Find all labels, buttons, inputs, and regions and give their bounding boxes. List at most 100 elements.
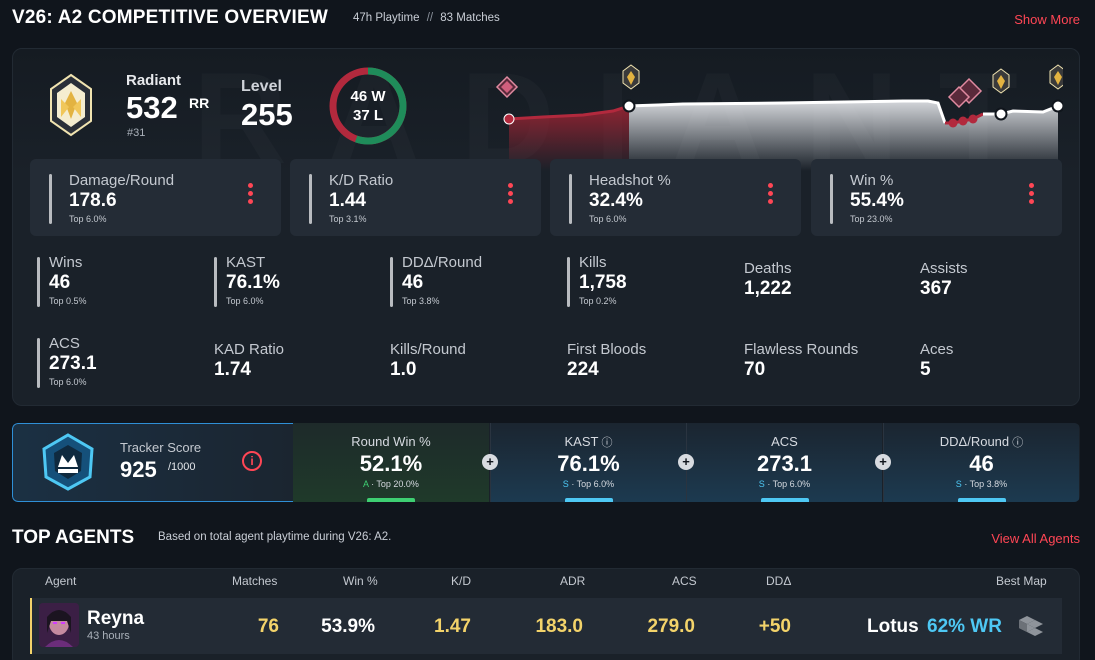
column-header-agent[interactable]: Agent [45, 574, 77, 588]
radiant-rank-marker [992, 68, 1010, 94]
plus-icon[interactable]: + [875, 454, 891, 470]
losses-count: 37 L [352, 107, 383, 124]
stat-card[interactable]: Win % 55.4% Top 23.0% [811, 159, 1062, 236]
plus-icon[interactable]: + [482, 454, 498, 470]
radiant-rank-marker [1049, 64, 1063, 90]
rank-name: Radiant [126, 72, 182, 89]
top-agents-subtitle: Based on total agent playtime during V26… [158, 531, 392, 543]
more-options-icon[interactable] [1029, 183, 1035, 204]
grade-letter: S [562, 479, 569, 489]
menu-dot [248, 183, 253, 188]
agent-avatar [39, 603, 79, 647]
rr-unit: RR [189, 95, 210, 111]
tracker-section-value: 273.1 [756, 451, 813, 476]
menu-dot [768, 191, 773, 196]
column-header-adr[interactable]: ADR [560, 574, 586, 588]
menu-dot [768, 199, 773, 204]
agent-hours: 43 hours [87, 630, 130, 642]
reyna-portrait-icon [39, 603, 79, 647]
stat-value: 367 [920, 278, 952, 299]
grade-letter: A [363, 479, 369, 489]
grade-strip [565, 498, 613, 502]
win-loss-ring [329, 67, 407, 145]
radiant-rank-icon [50, 73, 92, 137]
agent-acs: 279.0 [647, 616, 695, 637]
stat-label: Deaths [744, 260, 792, 277]
grade-separator: · [368, 479, 377, 489]
tracker-score-label: Tracker Score [120, 440, 202, 455]
column-header-matches[interactable]: Matches [232, 574, 278, 588]
column-header-win[interactable]: Win % [343, 574, 378, 588]
tracker-score-max: /1000 [168, 461, 196, 473]
tracker-section-value: 52.1% [359, 451, 423, 476]
column-header-best-map[interactable]: Best Map [996, 574, 1047, 588]
tracker-score-panel: Tracker Score 925 /1000 i Round Win % 52.… [12, 423, 1080, 502]
info-icon[interactable]: ⓘ [598, 437, 613, 449]
stat-label: DDΔ/Round [402, 254, 483, 271]
more-options-icon[interactable] [508, 183, 514, 204]
stat-label: Wins [49, 254, 83, 271]
stat-value: 32.4% [589, 190, 643, 211]
tracker-section-grade: S · Top 6.0% [491, 479, 686, 489]
column-header-kd[interactable]: K/D [451, 574, 472, 588]
tracker-section[interactable]: DDΔ/Round ⓘ 46 S · Top 3.8% [883, 423, 1079, 502]
stat-label: KAST [226, 254, 266, 271]
column-header-dd[interactable]: DDΔ [766, 574, 792, 588]
grade-separator: · [961, 479, 970, 489]
tracker-score-value: 925 [120, 457, 157, 482]
stat-bar [569, 174, 572, 224]
table-row[interactable] [30, 598, 1062, 654]
plus-icon[interactable]: + [678, 454, 694, 470]
tracker-section-grade: A · Top 20.0% [293, 479, 489, 489]
immortal-rank-marker [495, 75, 519, 99]
stat-item: KAD Ratio 1.74 [214, 335, 384, 395]
stat-bar [309, 174, 312, 224]
tracker-section-label: Round Win % [293, 434, 489, 449]
column-header-acs[interactable]: ACS [672, 574, 697, 588]
menu-dot [508, 191, 513, 196]
tracker-score-icon [42, 433, 94, 491]
separator: // [426, 12, 434, 24]
stat-card[interactable]: K/D Ratio 1.44 Top 3.1% [290, 159, 541, 236]
info-icon[interactable]: i [242, 451, 262, 471]
stat-percentile: Top 6.0% [69, 214, 107, 224]
more-options-icon[interactable] [248, 183, 254, 204]
agent-dd: +50 [758, 616, 791, 637]
tracker-section[interactable]: Round Win % 52.1% A · Top 20.0% [293, 423, 489, 502]
stat-bar [37, 257, 40, 307]
stat-item: DDΔ/Round 46 Top 3.8% [390, 254, 560, 314]
menu-dot [248, 199, 253, 204]
stat-value: 1,222 [744, 278, 792, 299]
agent-kd: 1.47 [434, 616, 471, 637]
stat-label: Kills [579, 254, 607, 271]
immortal-rank-marker [947, 77, 983, 109]
grade-strip [367, 498, 415, 502]
tracker-section[interactable]: ACS 273.1 S · Top 6.0% [686, 423, 882, 502]
stat-value: 1.0 [390, 359, 417, 380]
stat-bar [830, 174, 833, 224]
stat-card[interactable]: Damage/Round 178.6 Top 6.0% [30, 159, 281, 236]
stat-label: Win % [850, 172, 894, 189]
tracker-section-label-text: Round Win % [351, 434, 431, 449]
stat-value: 46 [49, 272, 71, 293]
menu-dot [248, 191, 253, 196]
best-map-name: Lotus [867, 616, 919, 637]
best-map-winrate: 62% WR [927, 616, 1002, 637]
tracker-section-value: 76.1% [557, 451, 620, 476]
grade-separator: · [568, 479, 577, 489]
level-value: 255 [241, 97, 293, 132]
stat-card[interactable]: Headshot % 32.4% Top 6.0% [550, 159, 801, 236]
stat-label: First Bloods [567, 341, 647, 358]
stat-bar [37, 338, 40, 388]
more-options-icon[interactable] [768, 183, 774, 204]
tracker-section[interactable]: KAST ⓘ 76.1% S · Top 6.0% [490, 423, 686, 502]
stat-value: 46 [402, 272, 424, 293]
info-icon[interactable]: ⓘ [1009, 437, 1024, 449]
map-icon [1019, 616, 1043, 636]
show-more-link[interactable]: Show More [1014, 12, 1080, 27]
leaderboard-position: #31 [127, 127, 146, 139]
view-all-agents-link[interactable]: View All Agents [991, 531, 1080, 546]
stat-bar [390, 257, 393, 307]
agent-name: Reyna [87, 608, 145, 629]
tracker-section-label: KAST ⓘ [491, 434, 686, 450]
